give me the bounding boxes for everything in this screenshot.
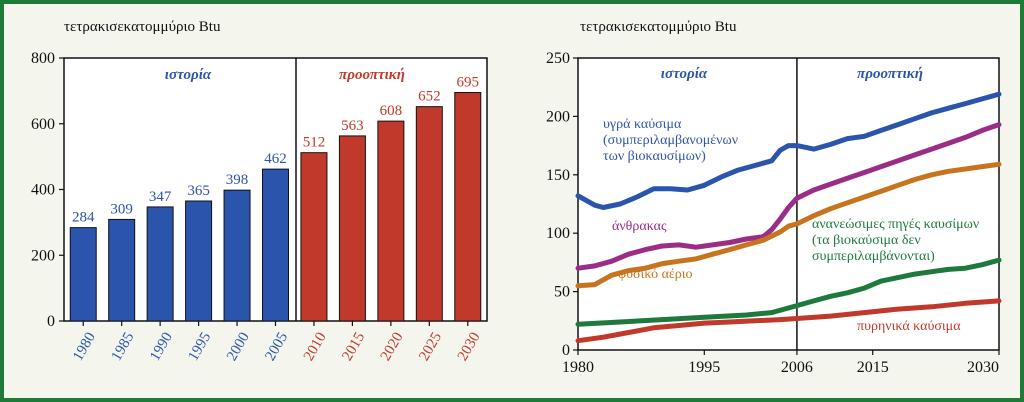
left-x-tick-label: 2030 [455, 330, 484, 364]
left-y-axis: 0 200 400 600 800 [31, 50, 64, 330]
left-x-tick-label: 1980 [70, 330, 99, 364]
left-x-tick-label: 2010 [301, 330, 330, 364]
series-label-liquids: των βιοκαυσίμων) [603, 149, 706, 164]
right-y-tick-label: 200 [546, 108, 570, 125]
bar [338, 135, 366, 322]
series-label-coal: άνθρακας [612, 219, 667, 234]
left-y-tick-label: 200 [31, 247, 55, 264]
left-x-tick-label: 2015 [339, 330, 368, 364]
series-label-natural_gas: φυσικό αέριο [618, 267, 693, 282]
bar-value-label: 347 [149, 189, 172, 205]
bar-value-label: 398 [226, 172, 249, 188]
bar [108, 218, 136, 322]
series-label-liquids: (συμπεριλαμβανομένων [603, 133, 738, 148]
right-x-tick-label: 1980 [562, 359, 594, 376]
series-line-coal [575, 122, 1002, 271]
figure: τετρακισεκατομμύριο Btu ιστορία προοπτικ… [31, 19, 1002, 376]
series-label-nuclear: πυρηνικά καύσιμα [857, 319, 961, 334]
bar [223, 189, 251, 322]
right-series-lines [575, 91, 1002, 344]
bar-value-label: 512 [303, 135, 326, 151]
bar [454, 92, 482, 322]
bar-value-label: 652 [418, 89, 441, 105]
left-x-tick-label: 2020 [378, 330, 407, 364]
right-history-label: ιστορία [661, 66, 708, 82]
left-projection-label: προοπτική [339, 67, 405, 83]
bar-value-label: 608 [380, 103, 403, 119]
bar-value-label: 563 [341, 118, 364, 134]
bar [146, 206, 174, 322]
right-y-tick-label: 150 [546, 167, 570, 184]
bar-value-label: 365 [187, 183, 210, 199]
left-x-tick-label: 1985 [109, 330, 138, 364]
right-y-tick-label: 250 [546, 50, 570, 67]
bar [415, 106, 443, 322]
bar-value-label: 462 [264, 151, 287, 167]
series-line-natural_gas [575, 161, 1002, 289]
left-unit-title: τετρακισεκατομμύριο Btu [64, 19, 221, 35]
left-x-tick-label: 2005 [262, 330, 291, 364]
left-y-tick-label: 400 [31, 182, 55, 199]
left-y-tick-label: 800 [31, 50, 55, 67]
bar [377, 120, 405, 322]
left-history-label: ιστορία [165, 67, 212, 83]
left-x-tick-label: 2000 [224, 330, 253, 364]
right-x-tick-label: 2006 [781, 359, 813, 376]
bar-value-label: 309 [110, 201, 133, 217]
right-y-axis: 0 50 100 150 200 250 [546, 50, 578, 359]
series-label-renewables: (τα βιοκαύσιμα δεν [812, 233, 921, 248]
right-x-axis: 1980 1995 2006 2015 2030 [562, 350, 1000, 376]
right-x-tick-label: 2030 [967, 359, 999, 376]
right-x-tick-label: 1995 [688, 359, 720, 376]
left-y-tick-label: 600 [31, 116, 55, 133]
bar [262, 168, 289, 322]
bar [69, 227, 97, 322]
line-chart: τετρακισεκατομμύριο Btu ιστορία προοπτικ… [546, 19, 1002, 376]
right-y-tick-label: 100 [546, 225, 570, 242]
series-label-renewables: ανανεώσιμες πηγές καυσίμων [812, 217, 979, 232]
right-y-tick-label: 50 [554, 284, 570, 301]
left-x-tick-label: 2025 [416, 330, 445, 364]
series-line-liquids [575, 91, 1002, 210]
bar-value-label: 284 [72, 210, 95, 226]
right-unit-title: τετρακισεκατομμύριο Btu [580, 19, 737, 35]
bar-chart: τετρακισεκατομμύριο Btu ιστορία προοπτικ… [31, 19, 488, 364]
series-label-renewables: συμπεριλαμβάνονται) [812, 249, 935, 264]
left-x-tick-label: 1990 [147, 330, 176, 364]
bar [300, 152, 328, 322]
left-y-tick-label: 0 [47, 313, 55, 330]
bar-value-label: 695 [457, 75, 480, 91]
series-label-liquids: υγρά καύσιμα [603, 117, 682, 132]
right-y-tick-label: 0 [562, 342, 570, 359]
bar [185, 200, 213, 322]
left-x-axis: 1980 1985 1990 1995 2000 2005 2010 2015 2020 2025… [70, 321, 484, 364]
right-x-tick-label: 2015 [857, 359, 889, 376]
series-line-renewables [575, 257, 1002, 327]
series-line-nuclear [575, 298, 1002, 344]
right-projection-label: προοπτική [857, 66, 923, 82]
left-x-tick-label: 1995 [186, 330, 215, 364]
